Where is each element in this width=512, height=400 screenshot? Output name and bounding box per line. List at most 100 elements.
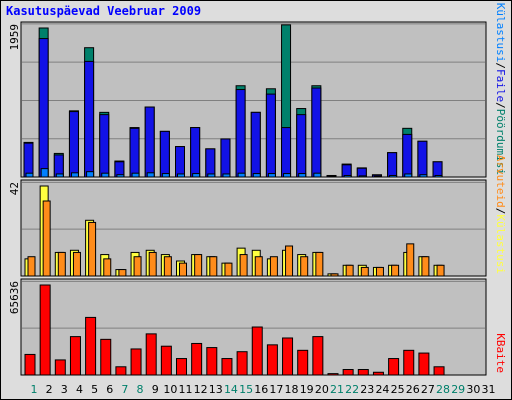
bar-visits — [177, 173, 185, 178]
bar-visits — [343, 174, 352, 178]
bar-files — [402, 133, 413, 178]
bar-kbytes — [266, 344, 278, 376]
bar-kbytes — [39, 284, 51, 376]
bar-visits — [101, 172, 110, 178]
max-label-2: 42 — [8, 182, 21, 195]
day-label: 2 — [46, 383, 53, 396]
bar-sites — [224, 262, 233, 277]
day-label: 9 — [152, 383, 159, 396]
bar-files — [99, 114, 110, 178]
bar-sites — [285, 245, 294, 277]
day-label: 30 — [466, 383, 480, 396]
day-label: 8 — [137, 383, 144, 396]
bar-kbytes — [388, 358, 400, 376]
bar-files — [250, 111, 261, 178]
legend-panel-1: Külastusi/Faile/Pöördumisi — [494, 3, 507, 175]
bar-files — [190, 127, 201, 178]
day-label: 17 — [269, 383, 283, 396]
bar-sites — [360, 266, 369, 277]
bar-visits — [358, 175, 367, 178]
day-label: 27 — [421, 383, 435, 396]
bar-sites — [42, 200, 51, 277]
bar-visits — [389, 174, 398, 178]
bar-visits — [25, 172, 34, 178]
bar-sites — [300, 256, 309, 277]
bar-sites — [57, 251, 66, 277]
bar-visits — [131, 172, 140, 178]
bar-visits — [146, 172, 155, 178]
bar-files — [296, 114, 307, 178]
bar-visits — [161, 173, 170, 178]
bar-sites — [391, 264, 400, 277]
bar-sites — [406, 243, 415, 277]
bar-files — [84, 60, 95, 178]
max-label-1: 1959 — [8, 24, 21, 51]
bar-sites — [27, 256, 36, 277]
bar-sites — [179, 262, 187, 277]
day-label: 24 — [375, 383, 389, 396]
bar-sites — [194, 254, 203, 277]
day-label: 3 — [61, 383, 68, 396]
bar-kbytes — [130, 348, 142, 376]
bar-visits — [373, 175, 382, 178]
day-label: 19 — [300, 383, 314, 396]
day-label: 4 — [76, 383, 83, 396]
bar-kbytes — [418, 352, 430, 376]
bar-sites — [239, 254, 248, 277]
day-label: 26 — [406, 383, 420, 396]
bar-sites — [103, 258, 112, 277]
bar-kbytes — [297, 349, 309, 376]
bar-files — [235, 89, 246, 178]
bar-sites — [436, 264, 445, 277]
legend-panel-1-item: Pöördumisi — [494, 109, 507, 175]
day-label: 18 — [285, 383, 299, 396]
bar-kbytes — [191, 342, 203, 376]
day-label: 5 — [91, 383, 98, 396]
bar-sites — [209, 256, 218, 277]
bar-files — [387, 152, 398, 178]
bar-kbytes — [160, 345, 172, 376]
bar-sites — [330, 273, 339, 277]
bar-kbytes — [433, 366, 445, 376]
bar-sites — [72, 251, 81, 277]
legend-panel-1-item: / — [494, 62, 507, 69]
bar-kbytes — [24, 353, 36, 376]
day-label: 15 — [239, 383, 253, 396]
day-label: 1 — [31, 383, 38, 396]
day-label: 16 — [254, 383, 268, 396]
bar-sites — [254, 256, 263, 277]
day-label: 31 — [482, 383, 496, 396]
bar-sites — [345, 264, 354, 277]
bar-kbytes — [85, 316, 97, 376]
bar-kbytes — [282, 337, 294, 376]
bar-kbytes — [342, 369, 354, 376]
legend-panel-1-item: / — [494, 102, 507, 109]
bar-files — [220, 138, 231, 178]
day-label: 21 — [330, 383, 344, 396]
legend-panel-3-item: KBaite — [494, 333, 507, 373]
bar-sites — [375, 266, 384, 277]
legend-panel-2-item: Külastusi — [494, 214, 507, 274]
bar-visits — [86, 171, 95, 178]
day-label: 6 — [106, 383, 113, 396]
bar-kbytes — [206, 347, 218, 376]
bar-kbytes — [100, 338, 112, 376]
bar-sites — [163, 256, 172, 277]
bar-kbytes — [176, 358, 187, 376]
bar-files — [38, 38, 49, 178]
day-label: 23 — [360, 383, 374, 396]
day-label: 11 — [179, 383, 193, 396]
bar-kbytes — [145, 333, 157, 376]
bar-visits — [192, 173, 201, 178]
bar-files — [144, 106, 155, 178]
bar-visits — [328, 175, 337, 178]
bar-visits — [434, 174, 443, 178]
bar-visits — [252, 173, 261, 178]
bar-files — [23, 142, 34, 178]
legend-panel-2-item: Arvuteid — [494, 155, 507, 208]
bar-sites — [118, 269, 127, 277]
bar-files — [68, 111, 79, 178]
bar-files — [417, 140, 428, 178]
bar-kbytes — [54, 359, 66, 376]
bar-kbytes — [236, 351, 248, 376]
